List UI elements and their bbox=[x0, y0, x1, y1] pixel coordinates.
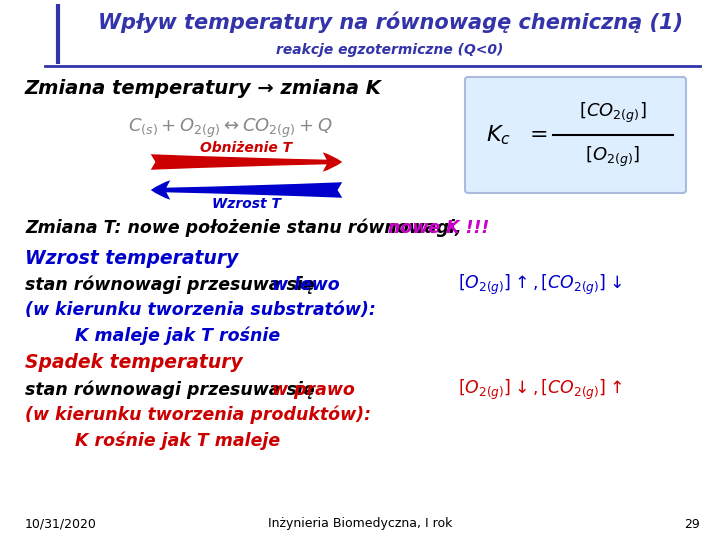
Text: $[O_{2(g)}]\uparrow,[CO_{2(g)}]\downarrow$: $[O_{2(g)}]\uparrow,[CO_{2(g)}]\downarro… bbox=[458, 273, 622, 297]
Text: $\mathit{C_{(s)} + O_{2(g)} \leftrightarrow CO_{2(g)} + Q}$: $\mathit{C_{(s)} + O_{2(g)} \leftrightar… bbox=[127, 117, 333, 140]
Text: (w kierunku tworzenia substratów):: (w kierunku tworzenia substratów): bbox=[25, 301, 376, 319]
Text: w prawo: w prawo bbox=[272, 381, 355, 399]
Text: K maleje jak T rośnie: K maleje jak T rośnie bbox=[75, 327, 280, 345]
Text: stan równowagi przesuwa się: stan równowagi przesuwa się bbox=[25, 276, 320, 294]
Text: Wpływ temperatury na równowagę chemiczną (1): Wpływ temperatury na równowagę chemiczną… bbox=[97, 11, 683, 33]
Text: stan równowagi przesuwa się: stan równowagi przesuwa się bbox=[25, 381, 320, 399]
Text: Obniżenie T: Obniżenie T bbox=[200, 141, 292, 155]
Text: =: = bbox=[530, 125, 549, 145]
Text: $K_c$: $K_c$ bbox=[486, 123, 511, 147]
Text: Spadek temperatury: Spadek temperatury bbox=[25, 354, 243, 373]
Text: K rośnie jak T maleje: K rośnie jak T maleje bbox=[75, 432, 280, 450]
Text: Zmiana T: nowe położenie stanu równowagi,: Zmiana T: nowe położenie stanu równowagi… bbox=[25, 219, 467, 237]
Text: Zmiana temperatury → zmiana K: Zmiana temperatury → zmiana K bbox=[25, 78, 382, 98]
Text: Wzrost T: Wzrost T bbox=[212, 197, 281, 211]
Text: (w kierunku tworzenia produktów):: (w kierunku tworzenia produktów): bbox=[25, 406, 371, 424]
Text: 29: 29 bbox=[684, 517, 700, 530]
Text: w lewo: w lewo bbox=[272, 276, 340, 294]
FancyBboxPatch shape bbox=[465, 77, 686, 193]
Text: $[O_{2(g)}]$: $[O_{2(g)}]$ bbox=[585, 145, 641, 169]
Text: 10/31/2020: 10/31/2020 bbox=[25, 517, 97, 530]
Text: $[CO_{2(g)}]$: $[CO_{2(g)}]$ bbox=[579, 101, 647, 125]
Text: nowe K !!!: nowe K !!! bbox=[388, 219, 490, 237]
Text: $[O_{2(g)}]\downarrow,[CO_{2(g)}]\uparrow$: $[O_{2(g)}]\downarrow,[CO_{2(g)}]\uparro… bbox=[458, 378, 622, 402]
Text: reakcje egzotermiczne (Q<0): reakcje egzotermiczne (Q<0) bbox=[276, 43, 504, 57]
Text: Wzrost temperatury: Wzrost temperatury bbox=[25, 248, 238, 267]
Text: Inżynieria Biomedyczna, I rok: Inżynieria Biomedyczna, I rok bbox=[268, 517, 452, 530]
